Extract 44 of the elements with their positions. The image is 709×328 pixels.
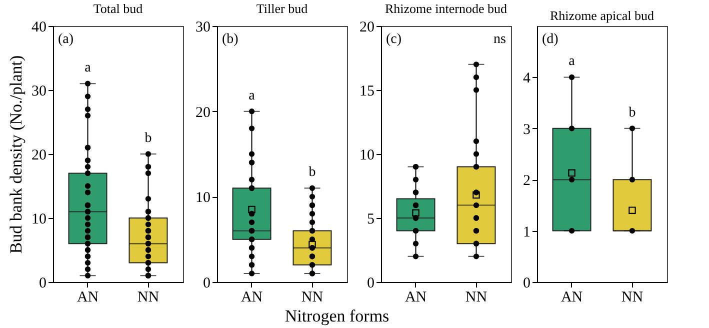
x-tick-label: AN xyxy=(76,290,99,306)
y-tick-label: 0 xyxy=(523,276,530,292)
y-tick-label: 40 xyxy=(32,20,46,36)
annotation: a xyxy=(84,60,92,76)
x-tick-label: NN xyxy=(621,290,644,306)
chart-title: Rhizome internode bud xyxy=(384,1,508,16)
y-axis-title: Bud bank density (No./plant) xyxy=(6,55,26,254)
annotation: ns xyxy=(494,32,506,47)
x-tick-label: NN xyxy=(137,290,160,306)
y-tick-label: 15 xyxy=(360,84,374,100)
y-tick-label: 3 xyxy=(523,122,530,138)
y-tick-label: 20 xyxy=(196,104,210,121)
annotation: (b) xyxy=(222,32,239,47)
y-tick-label: 10 xyxy=(360,148,374,164)
annotation: b xyxy=(628,105,636,120)
x-tick-label: AN xyxy=(560,290,583,306)
annotation: a xyxy=(248,88,256,104)
x-axis-title: Nitrogen forms xyxy=(284,306,390,326)
annotation: (c) xyxy=(386,32,402,47)
y-tick-label: 1 xyxy=(523,224,530,240)
annotation: a xyxy=(568,54,576,70)
y-tick-label: 10 xyxy=(196,190,210,206)
y-tick-label: 20 xyxy=(360,20,374,36)
annotation: b xyxy=(308,165,316,180)
x-tick-label: AN xyxy=(404,290,427,306)
y-tick-label: 4 xyxy=(523,70,531,87)
annotation: (a) xyxy=(58,32,74,47)
chart-title: Tiller bud xyxy=(256,1,308,16)
y-tick-label: 0 xyxy=(39,276,46,292)
annotation: (d) xyxy=(542,32,559,47)
y-tick-label: 10 xyxy=(32,212,46,228)
y-tick-label: 30 xyxy=(196,20,210,36)
chart-title: Rhizome apical bud xyxy=(550,8,654,23)
y-tick-label: 0 xyxy=(367,276,374,292)
annotation: b xyxy=(144,131,152,146)
y-tick-label: 2 xyxy=(523,173,530,190)
x-tick-label: NN xyxy=(465,290,488,306)
y-tick-label: 30 xyxy=(32,84,46,100)
x-tick-label: AN xyxy=(240,290,263,306)
y-tick-label: 5 xyxy=(367,212,374,228)
x-tick-label: NN xyxy=(301,290,324,306)
y-tick-label: 0 xyxy=(203,276,210,292)
y-tick-label: 20 xyxy=(32,148,46,164)
chart-title: Total bud xyxy=(93,1,144,16)
